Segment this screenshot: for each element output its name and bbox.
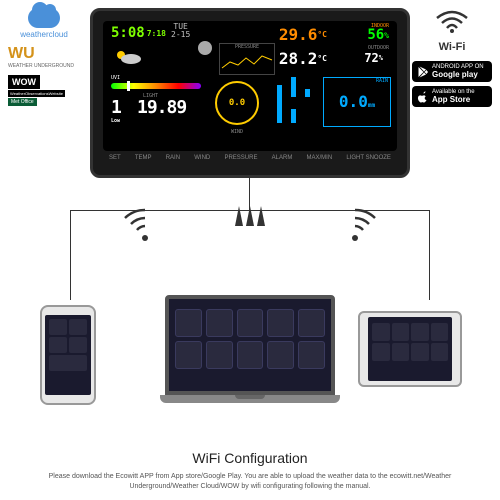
gp-big: Google play: [432, 70, 484, 79]
wunderground-logo: WU WEATHER UNDERGROUND: [8, 45, 80, 69]
console-date: TUE2-15: [171, 23, 190, 39]
weathercloud-label: weathercloud: [20, 30, 68, 39]
console-screen: 5:087:18 TUE2-15 INDOOR 29.6°C 56% PRESS…: [103, 21, 397, 151]
left-logo-stack: weathercloud WU WEATHER UNDERGROUND WOW …: [8, 8, 80, 112]
rain-histogram: [277, 77, 319, 127]
forecast-icon: [113, 47, 143, 67]
indoor-temp: 29.6°C: [279, 25, 327, 44]
wow-logo: WOW WeatherObservationsWebsite Met Offic…: [8, 75, 80, 106]
laptop-device: [160, 295, 340, 411]
btn-maxmin[interactable]: MAX/MIN: [307, 155, 333, 161]
rain-label: RAIN: [324, 78, 390, 84]
btn-wind[interactable]: WIND: [194, 155, 210, 161]
wifi-badge: Wi-Fi: [412, 10, 492, 53]
moon-icon: [198, 41, 212, 55]
wifi-label: Wi-Fi: [412, 41, 492, 53]
metoffice-label: Met Office: [8, 98, 37, 106]
play-icon: [417, 66, 429, 78]
light-value: 19.89: [137, 97, 186, 118]
btn-alarm[interactable]: ALARM: [272, 155, 293, 161]
laptop-screen: [165, 295, 335, 395]
phone-device: [40, 305, 96, 405]
uvi-bar: UVI: [111, 75, 201, 91]
wu-label: WEATHER UNDERGROUND: [8, 63, 80, 69]
wind-label: WIND: [231, 129, 243, 135]
apple-icon: [417, 91, 429, 103]
weathercloud-logo: weathercloud: [8, 8, 80, 39]
console-buttons: SET TEMP RAIN WIND PRESSURE ALARM MAX/MI…: [103, 151, 397, 161]
outdoor-temp: 28.2°C: [279, 49, 327, 68]
rain-box: RAIN 0.0mm: [323, 77, 391, 127]
google-play-badge[interactable]: ANDROID APP ON Google play: [412, 61, 492, 82]
tablet-screen: [368, 317, 452, 381]
outdoor-humidity: 72%: [364, 51, 383, 65]
weather-console: 5:087:18 TUE2-15 INDOOR 29.6°C 56% PRESS…: [90, 8, 410, 178]
uvi-label: UVI: [111, 75, 201, 81]
devices-row: [0, 285, 500, 415]
wow-text: WOW: [8, 75, 40, 89]
uv-value: 1Low: [111, 97, 122, 124]
console-time: 5:087:18: [111, 25, 166, 41]
wow-label: WeatherObservationsWebsite: [8, 90, 65, 97]
wifi-icon: [435, 10, 469, 34]
btn-pressure[interactable]: PRESSURE: [224, 155, 257, 161]
cloud-icon: [28, 8, 60, 28]
wu-text: WU: [8, 45, 80, 63]
btn-set[interactable]: SET: [109, 155, 121, 161]
tablet-device: [358, 311, 462, 387]
wind-value: 0.0: [229, 98, 245, 108]
as-big: App Store: [432, 95, 475, 104]
right-logo-stack: Wi-Fi ANDROID APP ON Google play Availab…: [412, 10, 492, 111]
pressure-box: PRESSURE: [219, 43, 275, 75]
app-store-badge[interactable]: Available on the App Store: [412, 86, 492, 107]
footer: WiFi Configuration Please download the E…: [0, 450, 500, 492]
wind-dial: 0.0: [215, 81, 259, 125]
btn-temp[interactable]: TEMP: [135, 155, 152, 161]
footer-text: Please download the Ecowitt APP from App…: [20, 472, 480, 492]
indoor-humidity: 56%: [367, 27, 389, 43]
footer-title: WiFi Configuration: [20, 450, 480, 466]
top-area: weathercloud WU WEATHER UNDERGROUND WOW …: [0, 0, 500, 200]
btn-rain[interactable]: RAIN: [166, 155, 180, 161]
btn-light[interactable]: LIGHT SNOOZE: [346, 155, 391, 161]
phone-screen: [45, 315, 91, 395]
rain-value: 0.0mm: [324, 92, 390, 111]
